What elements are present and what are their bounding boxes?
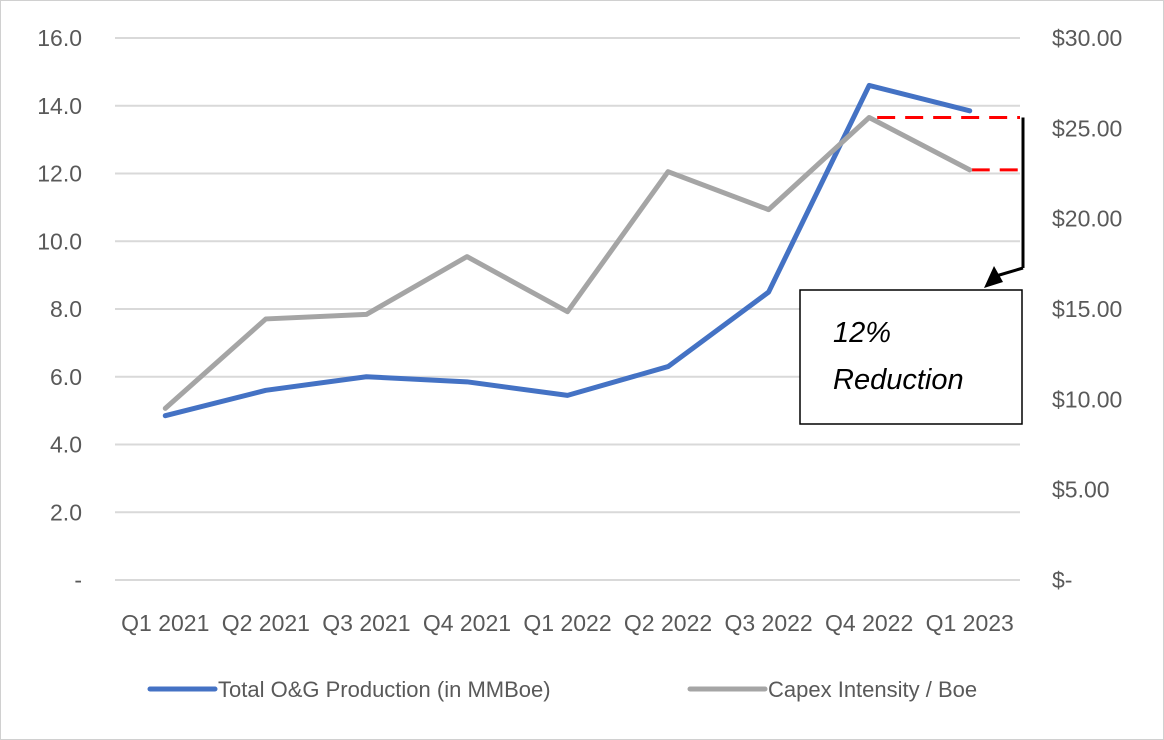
y2-tick-label: $10.00 bbox=[1052, 386, 1122, 412]
y-tick-label: 10.0 bbox=[37, 228, 82, 254]
x-tick-label: Q2 2022 bbox=[624, 610, 712, 636]
x-tick-label: Q3 2022 bbox=[724, 610, 812, 636]
y2-tick-label: $20.00 bbox=[1052, 206, 1122, 232]
legend-label-0: Total O&G Production (in MMBoe) bbox=[218, 677, 551, 702]
y2-tick-label: $5.00 bbox=[1052, 477, 1110, 503]
x-tick-label: Q1 2023 bbox=[926, 610, 1014, 636]
x-tick-label: Q4 2022 bbox=[825, 610, 913, 636]
x-tick-label: Q4 2021 bbox=[423, 610, 511, 636]
y-tick-label: 12.0 bbox=[37, 161, 82, 187]
y-tick-label: 8.0 bbox=[50, 296, 82, 322]
annotation-line2: Reduction bbox=[833, 364, 964, 396]
annotation-arrow-shaft bbox=[995, 266, 1024, 278]
y-tick-label: 14.0 bbox=[37, 93, 82, 119]
x-tick-label: Q3 2021 bbox=[322, 610, 410, 636]
legend-label-1: Capex Intensity / Boe bbox=[768, 677, 977, 702]
y-tick-label: 6.0 bbox=[50, 364, 82, 390]
y2-tick-label: $30.00 bbox=[1052, 25, 1122, 51]
y2-tick-label: $15.00 bbox=[1052, 296, 1122, 322]
y-tick-label: 4.0 bbox=[50, 432, 82, 458]
y2-tick-label: $25.00 bbox=[1052, 115, 1122, 141]
x-tick-label: Q2 2021 bbox=[222, 610, 310, 636]
arrow-head-icon bbox=[984, 266, 1003, 288]
y2-tick-label: $- bbox=[1052, 567, 1072, 593]
series-line-1 bbox=[162, 114, 973, 411]
x-tick-label: Q1 2021 bbox=[121, 610, 209, 636]
y-tick-label: - bbox=[74, 567, 82, 593]
y-tick-label: 16.0 bbox=[37, 25, 82, 51]
series-line-0 bbox=[162, 82, 973, 419]
annotation-box bbox=[799, 289, 1023, 425]
y-tick-label: 2.0 bbox=[50, 499, 82, 525]
annotation-line1: 12% bbox=[833, 317, 891, 349]
x-tick-label: Q1 2022 bbox=[523, 610, 611, 636]
